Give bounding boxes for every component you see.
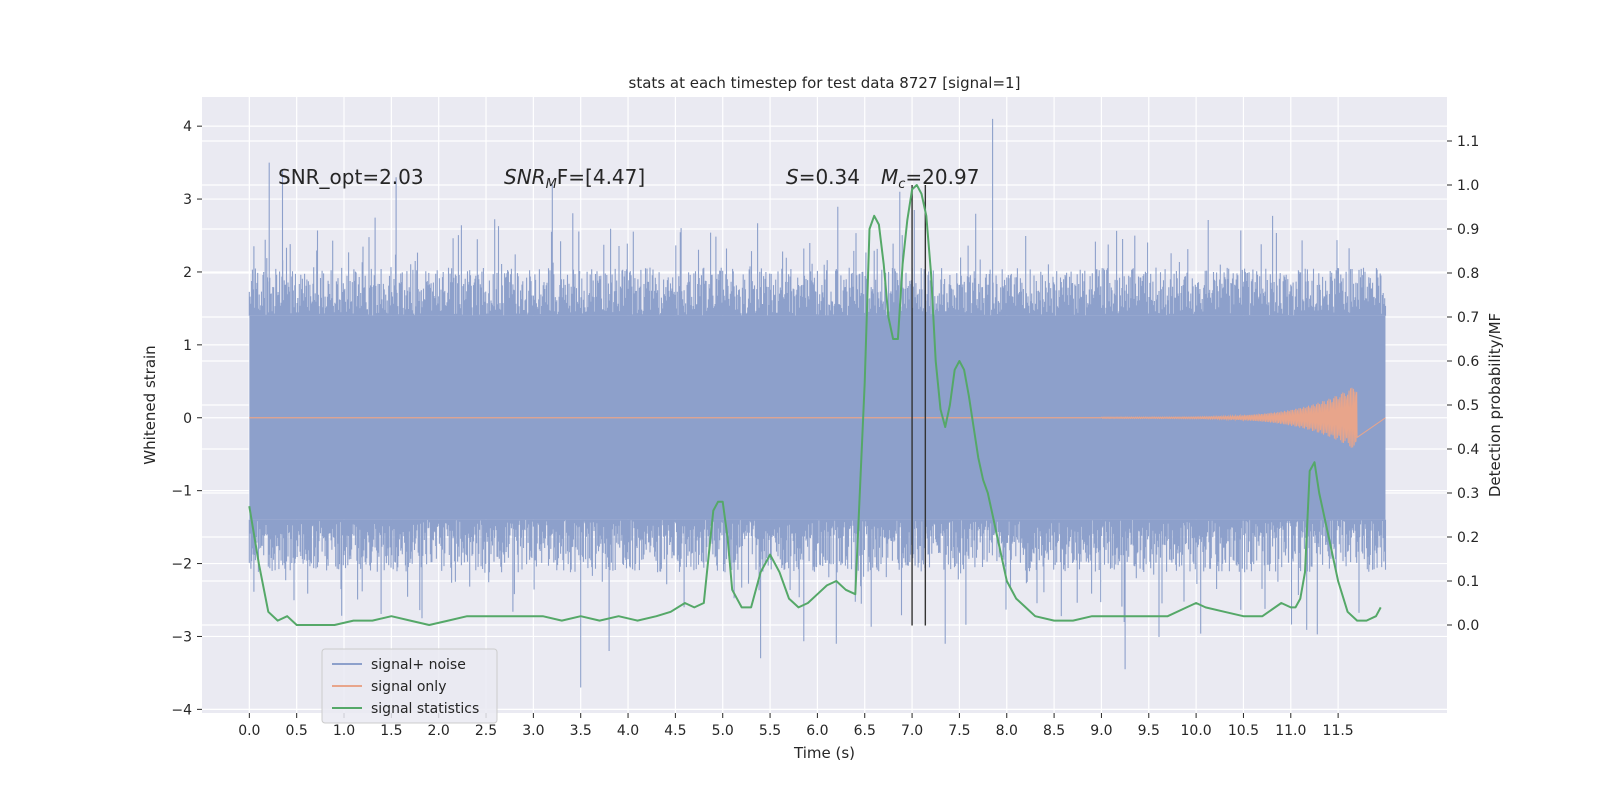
mc-value: =20.97 — [905, 165, 979, 189]
mc-symbol: M — [881, 165, 898, 189]
x-tick-label: 4.5 — [664, 723, 686, 739]
y-right-tick-label: 0.9 — [1457, 222, 1479, 238]
axes: 0.0 0.5 1.0 1.5 2.0 2.5 3.0 3.5 4.0 4.5 5.0 5.5 6.0 6… — [171, 119, 1479, 739]
y-right-tick-label: 0.1 — [1457, 574, 1479, 590]
snr-mf-value: F=[4.47] — [557, 165, 645, 189]
signal-only-chirp — [1100, 387, 1386, 448]
signal-noise-upper-excursions — [248, 118, 1387, 316]
x-tick-label: 2.5 — [475, 723, 497, 739]
snr-mf-subscript: M — [546, 177, 557, 192]
x-tick-label: 3.0 — [522, 723, 544, 739]
x-tick-label: 8.5 — [1043, 723, 1065, 739]
y-right-tick-label: 0.4 — [1457, 442, 1479, 458]
y-right-tick-label: 0.2 — [1457, 530, 1479, 546]
snr-mf-symbol: SNR — [504, 165, 546, 189]
y-right-tick-label: 1.0 — [1457, 178, 1479, 194]
x-tick-label: 7.0 — [901, 723, 923, 739]
x-tick-label: 11.5 — [1323, 723, 1354, 739]
x-tick-label: 0.0 — [238, 723, 260, 739]
y-right-tick-label: 0.5 — [1457, 398, 1479, 414]
legend-label-signal-only: signal only — [371, 679, 446, 695]
x-tick-label: 9.0 — [1090, 723, 1112, 739]
x-tick-label: 6.5 — [854, 723, 876, 739]
y-tick-label: −3 — [171, 629, 192, 645]
x-tick-label: 11.0 — [1275, 723, 1306, 739]
x-tick-label: 0.5 — [286, 723, 308, 739]
y-axis-label: Whitened strain — [141, 345, 159, 464]
legend: signal+ noise signal only signal statist… — [321, 648, 498, 724]
x-tick-label: 3.5 — [570, 723, 592, 739]
y-right-tick-label: 0.7 — [1457, 310, 1479, 326]
x-tick-label: 1.0 — [333, 723, 355, 739]
y-tick-label: −4 — [171, 702, 192, 718]
x-tick-label: 4.0 — [617, 723, 639, 739]
snr-mf-annotation: SNRMF=[4.47] — [504, 165, 645, 192]
mc-annotation: Mc=20.97 — [881, 165, 979, 192]
x-tick-label: 5.5 — [759, 723, 781, 739]
s-symbol: S — [786, 165, 799, 189]
x-tick-label: 5.0 — [712, 723, 734, 739]
y-axis-right-label: Detection probability/MF — [1486, 313, 1504, 497]
y-tick-label: 0 — [183, 411, 192, 427]
legend-label-signal-noise: signal+ noise — [371, 657, 466, 673]
y-tick-label: 1 — [183, 338, 192, 354]
y-tick-label: 3 — [183, 192, 192, 208]
y-right-tick-label: 1.1 — [1457, 134, 1479, 150]
legend-frame — [321, 648, 498, 724]
x-tick-label: 8.0 — [996, 723, 1018, 739]
legend-label-signal-statistics: signal statistics — [371, 701, 479, 717]
signal-noise-lower-excursions — [248, 519, 1387, 688]
x-axis-label: Time (s) — [793, 744, 855, 762]
x-tick-label: 10.0 — [1181, 723, 1212, 739]
x-tick-label: 9.5 — [1138, 723, 1160, 739]
s-annotation: S=0.34 — [786, 165, 860, 189]
vertical-markers — [911, 185, 927, 626]
y-right-tick-label: 0.6 — [1457, 354, 1479, 370]
y-tick-label: −2 — [171, 557, 192, 573]
y-right-tick-label: 0.3 — [1457, 486, 1479, 502]
y-right-tick-label: 0.8 — [1457, 266, 1479, 282]
signal-statistics-line — [248, 184, 1382, 626]
mc-subscript: c — [898, 177, 905, 192]
x-tick-label: 1.5 — [380, 723, 402, 739]
s-value: =0.34 — [799, 165, 860, 189]
y-right-tick-label: 0.0 — [1457, 618, 1479, 634]
y-tick-label: −1 — [171, 484, 192, 500]
x-tick-label: 10.5 — [1228, 723, 1259, 739]
y-tick-label: 2 — [183, 265, 192, 281]
x-tick-label: 6.0 — [806, 723, 828, 739]
chart-title: stats at each timestep for test data 872… — [629, 74, 1021, 92]
x-tick-label: 2.0 — [428, 723, 450, 739]
snr-opt-annotation: SNR_opt=2.03 — [278, 165, 424, 189]
y-tick-label: 4 — [183, 119, 192, 135]
x-tick-label: 7.5 — [948, 723, 970, 739]
